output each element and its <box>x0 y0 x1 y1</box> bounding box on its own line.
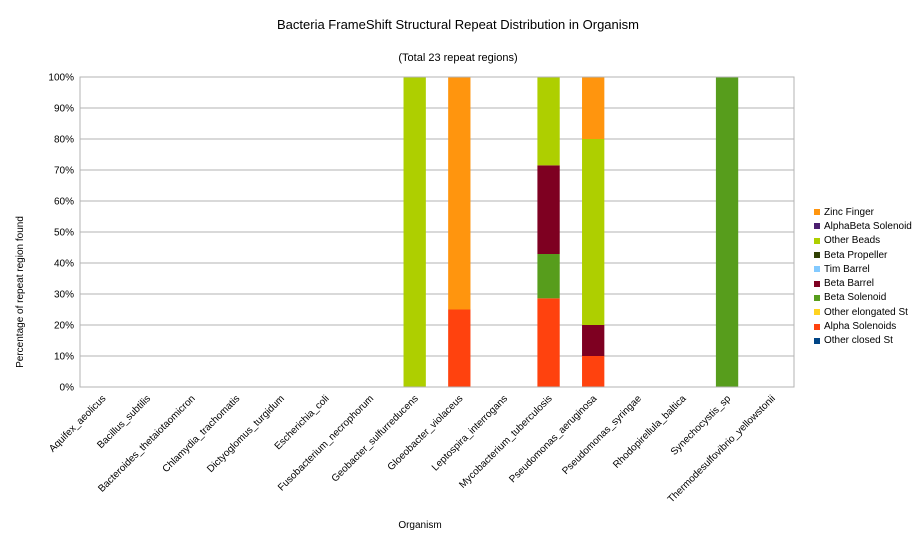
legend-swatch <box>814 209 820 216</box>
y-tick-label: 60% <box>54 197 74 208</box>
legend-label: Other Beads <box>824 235 881 247</box>
bar-segment <box>448 309 471 387</box>
plot-frame <box>79 76 795 388</box>
chart-subtitle: (Total 23 repeat regions) <box>398 52 517 64</box>
legend-swatch <box>814 280 820 287</box>
legend-item: Other Beads <box>814 234 912 248</box>
legend-label: AlphaBeta Solenoid <box>824 220 912 232</box>
legend-label: Tim Barrel <box>824 263 870 275</box>
legend-item: Other elongated St <box>814 305 912 319</box>
legend-label: Other closed St <box>824 335 893 347</box>
legend-label: Other elongated St <box>824 306 908 318</box>
x-tick-label: Pseudomonas_syringae <box>560 393 644 477</box>
chart-legend: Zinc Finger AlphaBeta Solenoid Other Beads… <box>814 205 912 348</box>
x-tick-label: Chlamydia_trachomatis <box>161 393 243 475</box>
legend-swatch <box>814 223 820 230</box>
legend-label: Zinc Finger <box>824 206 875 218</box>
y-tick-labels: 0% 10% 20% 30% 40% 50% 60% 70% 80% 90% 100% <box>48 73 74 394</box>
legend-label: Alpha Solenoids <box>824 321 897 333</box>
y-tick-label: 90% <box>54 104 74 115</box>
bar-segment <box>537 165 560 255</box>
gridlines <box>80 76 794 388</box>
y-tick-label: 30% <box>54 290 74 301</box>
legend-swatch <box>814 294 820 301</box>
bar-segment <box>448 77 471 310</box>
legend-swatch <box>814 237 820 244</box>
y-tick-label: 0% <box>60 383 75 394</box>
x-tick-label: Mycobacterium_tuberculosis <box>457 393 554 490</box>
y-tick-label: 80% <box>54 135 74 146</box>
legend-label: Beta Solenoid <box>824 292 887 304</box>
legend-item: AlphaBeta Solenoid <box>814 219 912 233</box>
legend-swatch <box>814 309 820 316</box>
legend-label: Beta Barrel <box>824 278 875 290</box>
y-tick-label: 40% <box>54 259 74 270</box>
x-tick-label: Fusobacterium_necrophorum <box>276 393 376 493</box>
bar-segment <box>537 254 560 299</box>
legend-label: Beta Propeller <box>824 249 888 261</box>
y-axis-label: Percentage of repeat region found <box>15 216 26 368</box>
y-tick-label: 70% <box>54 166 74 177</box>
legend-item: Zinc Finger <box>814 205 912 219</box>
x-tick-label: Dictyoglomus_turgidum <box>205 393 287 475</box>
legend-swatch <box>814 252 820 259</box>
bar-segment <box>715 77 739 387</box>
legend-item: Beta Propeller <box>814 248 912 262</box>
legend-item: Beta Solenoid <box>814 291 912 305</box>
x-axis-label: Organism <box>398 520 441 531</box>
bar-segment <box>537 77 560 166</box>
bar-segment <box>582 356 605 387</box>
bar-segment <box>403 77 426 387</box>
chart-title: Bacteria FrameShift Structural Repeat Di… <box>277 17 639 32</box>
legend-swatch <box>814 323 820 330</box>
legend-swatch <box>814 337 820 344</box>
bar-segment <box>582 325 605 356</box>
x-tick-labels: Aquifex_aeolicusBacillus_subtilisBactero… <box>47 393 778 505</box>
x-tick-label: Rhodopirellula_baltica <box>611 393 689 471</box>
bar-segment <box>582 139 605 325</box>
bar-segment <box>537 298 560 387</box>
legend-item: Beta Barrel <box>814 276 912 290</box>
legend-item: Tim Barrel <box>814 262 912 276</box>
legend-swatch <box>814 266 820 273</box>
legend-item: Other closed St <box>814 334 912 348</box>
y-tick-label: 50% <box>54 228 74 239</box>
x-tick-label: Geobacter_sulfurreducens <box>330 393 421 484</box>
x-tick-label: Gloeobacter_violaceus <box>386 393 466 473</box>
bar-segment <box>582 77 605 139</box>
y-tick-label: 100% <box>48 73 74 84</box>
x-tick-label: Leptospira_interrogans <box>430 393 510 473</box>
x-tick-label: Pseudomonas_aeruginosa <box>507 393 599 485</box>
y-tick-label: 10% <box>54 352 74 363</box>
bars <box>403 77 739 387</box>
y-tick-label: 20% <box>54 321 74 332</box>
legend-item: Alpha Solenoids <box>814 319 912 333</box>
